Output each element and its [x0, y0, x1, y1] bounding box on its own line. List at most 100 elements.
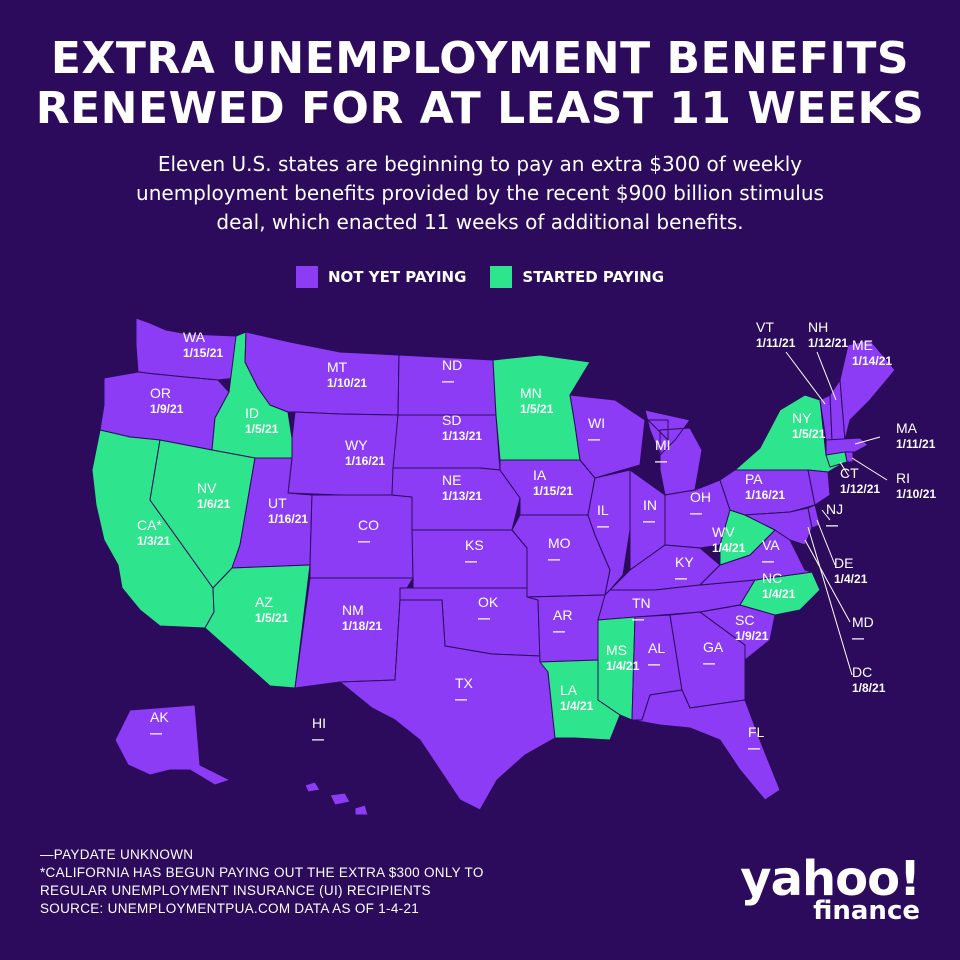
page-title: EXTRA UNEMPLOYMENT BENEFITS RENEWED FOR … — [0, 34, 960, 134]
state-date-va: — — [762, 554, 774, 568]
state-label-ms: MS — [606, 642, 627, 658]
leader-line-5 — [839, 461, 849, 476]
legend-item-started: STARTED PAYING — [490, 266, 664, 288]
state-label-sd: SD — [442, 412, 461, 428]
state-label-al: AL — [648, 640, 665, 656]
state-label-ar: AR — [553, 607, 572, 623]
state-date-ak: — — [150, 726, 162, 740]
state-label-hi: HI — [312, 715, 326, 731]
state-me — [839, 339, 896, 441]
state-date-nc: 1/4/21 — [762, 587, 796, 601]
state-date-or: 1/9/21 — [150, 402, 184, 416]
state-label-wa: WA — [183, 329, 206, 345]
leader-line-8 — [804, 539, 851, 623]
state-date-ms: 1/4/21 — [606, 659, 640, 673]
state-label-nj: NJ — [826, 501, 843, 517]
leader-line-9 — [807, 526, 853, 676]
leader-line-3 — [854, 436, 881, 445]
state-label-la: LA — [560, 682, 578, 698]
state-label-me: ME — [852, 337, 873, 353]
leader-lines — [785, 351, 888, 676]
state-label-ca: CA* — [137, 517, 162, 533]
state-label-nv: NV — [197, 480, 217, 496]
state-label-va: VA — [762, 537, 780, 553]
state-label-oh: OH — [690, 489, 711, 505]
state-label-dc: DC — [852, 664, 872, 680]
state-date-hi: — — [312, 732, 324, 746]
state-date-nh: 1/12/21 — [808, 336, 848, 350]
footnote-source: SOURCE: UNEMPLOYMENTPUA.COM DATA AS OF 1… — [40, 901, 420, 916]
state-date-al: — — [648, 657, 660, 671]
state-md — [744, 507, 813, 546]
legend-swatch-not-yet — [295, 266, 318, 288]
legend: NOT YET PAYING STARTED PAYING — [0, 266, 960, 288]
state-date-pa: 1/16/21 — [745, 488, 785, 502]
state-date-ca: 1/3/21 — [137, 534, 171, 548]
state-ma — [825, 437, 869, 456]
state-mi — [644, 409, 703, 496]
state-date-ri: 1/10/21 — [896, 487, 936, 501]
state-label-md: MD — [852, 614, 874, 630]
footnote-california-2: REGULAR UNEMPLOYMENT INSURANCE (UI) RECI… — [40, 883, 431, 898]
state-label-mn: MN — [520, 385, 542, 401]
state-nj — [807, 469, 831, 506]
state-labels: WA1/15/21OR1/9/21CA*1/3/21ID1/5/21NV1/6/… — [137, 319, 936, 755]
state-label-ri: RI — [896, 470, 910, 486]
state-label-wv: WV — [712, 524, 735, 540]
state-shapes — [91, 317, 896, 816]
state-date-la: 1/4/21 — [560, 699, 594, 713]
state-date-ne: 1/13/21 — [442, 489, 482, 503]
yahoo-finance-logo: yahoo! finance — [740, 851, 921, 924]
state-date-id: 1/5/21 — [245, 422, 279, 436]
state-label-ak: AK — [150, 709, 169, 725]
state-date-wa: 1/15/21 — [183, 346, 223, 360]
state-label-az: AZ — [255, 594, 273, 610]
state-label-ga: GA — [703, 639, 724, 655]
state-label-id: ID — [245, 405, 259, 421]
state-date-mt: 1/10/21 — [327, 376, 367, 390]
state-label-or: OR — [150, 385, 171, 401]
state-date-tx: — — [455, 692, 467, 706]
subtitle-line-1: Eleven U.S. states are beginning to pay … — [157, 152, 803, 176]
state-date-in: — — [643, 514, 655, 528]
state-wa — [135, 317, 237, 381]
state-label-ct: CT — [840, 465, 859, 481]
state-nc — [699, 571, 821, 616]
state-tx — [339, 599, 556, 811]
state-label-ut: UT — [268, 495, 287, 511]
legend-item-not-yet: NOT YET PAYING — [295, 266, 466, 288]
title-line-2: RENEWED FOR AT LEAST 11 WEEKS — [35, 83, 925, 134]
state-date-dc: 1/8/21 — [852, 681, 886, 695]
state-date-ma: 1/11/21 — [896, 437, 936, 451]
state-date-ny: 1/5/21 — [792, 427, 826, 441]
state-label-vt: VT — [756, 319, 774, 335]
state-label-ky: KY — [675, 554, 694, 570]
state-date-wy: 1/16/21 — [345, 454, 385, 468]
state-date-ks: — — [465, 554, 477, 568]
leader-line-2 — [816, 351, 837, 401]
state-date-nd: — — [442, 374, 454, 388]
state-label-tx: TX — [455, 675, 474, 691]
state-date-tn: — — [632, 612, 644, 626]
logo-yahoo: yahoo! — [740, 851, 921, 907]
state-label-nc: NC — [762, 570, 782, 586]
state-date-mn: 1/5/21 — [520, 402, 554, 416]
state-date-fl: — — [748, 741, 760, 755]
footnotes: —PAYDATE UNKNOWN *CALIFORNIA HAS BEGUN P… — [40, 846, 484, 918]
state-label-ny: NY — [792, 410, 812, 426]
state-label-fl: FL — [748, 724, 765, 740]
state-label-in: IN — [643, 497, 657, 513]
state-label-mt: MT — [327, 359, 348, 375]
state-label-co: CO — [358, 517, 379, 533]
state-ct — [825, 451, 848, 468]
state-mt — [244, 331, 400, 416]
state-label-nd: ND — [442, 357, 462, 373]
subtitle: Eleven U.S. states are beginning to pay … — [60, 150, 900, 237]
state-date-md: — — [852, 631, 864, 645]
leader-line-4 — [851, 457, 888, 481]
state-date-co: — — [358, 534, 370, 548]
state-date-nv: 1/6/21 — [197, 497, 231, 511]
state-date-ky: — — [675, 571, 687, 585]
state-label-sc: SC — [735, 612, 754, 628]
state-label-il: IL — [597, 502, 609, 518]
